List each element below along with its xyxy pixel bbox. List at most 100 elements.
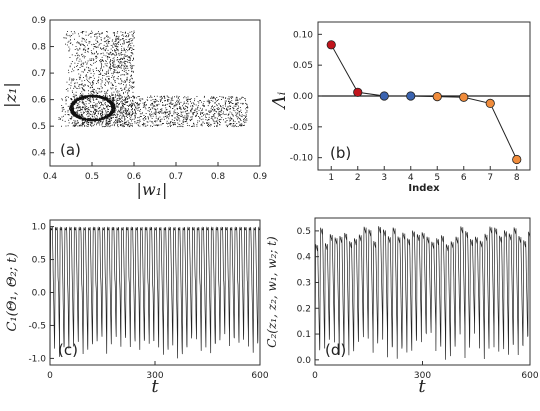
scatter-point [177, 126, 179, 128]
scatter-point [147, 121, 149, 123]
scatter-point [98, 110, 100, 112]
scatter-point [92, 91, 93, 92]
scatter-point [97, 93, 98, 95]
scatter-point [96, 36, 98, 38]
scatter-point [128, 82, 130, 83]
scatter-point [118, 64, 120, 66]
scatter-point [79, 98, 81, 100]
scatter-point [125, 116, 127, 117]
scatter-point [194, 98, 196, 100]
scatter-point [77, 114, 79, 116]
scatter-point [221, 96, 223, 98]
scatter-point [103, 95, 105, 96]
scatter-point [200, 124, 202, 125]
scatter-point [186, 99, 187, 101]
scatter-point [216, 122, 218, 123]
scatter-point [94, 95, 96, 97]
scatter-point [131, 31, 133, 33]
scatter-point [127, 98, 129, 100]
scatter-point [188, 98, 190, 100]
scatter-point [200, 119, 202, 121]
scatter-point [106, 105, 108, 107]
scatter-point [145, 116, 146, 118]
scatter-point [79, 124, 80, 126]
scatter-point [117, 76, 119, 77]
scatter-point [168, 97, 170, 98]
scatter-point [81, 53, 83, 55]
scatter-point [145, 105, 147, 106]
scatter-point [96, 110, 98, 112]
scatter-point [131, 120, 132, 122]
scatter-point [100, 120, 102, 122]
scatter-point [112, 53, 114, 55]
scatter-point [72, 113, 74, 115]
scatter-point [82, 88, 84, 90]
scatter-point [91, 32, 93, 34]
scatter-point [141, 124, 143, 125]
scatter-point [117, 46, 119, 48]
scatter-point [130, 119, 132, 120]
scatter-point [127, 96, 129, 98]
scatter-point [165, 112, 167, 113]
scatter-point [87, 109, 89, 111]
scatter-point [93, 125, 95, 127]
scatter-point [127, 108, 129, 110]
scatter-point [124, 60, 126, 62]
scatter-point [161, 98, 163, 99]
scatter-point [111, 102, 112, 104]
scatter-point [95, 119, 97, 121]
scatter-point [84, 117, 85, 119]
scatter-point [121, 117, 123, 119]
scatter-point [185, 97, 187, 99]
scatter-point [72, 101, 73, 103]
scatter-point [110, 59, 111, 61]
scatter-point [227, 105, 229, 107]
scatter-point [129, 126, 131, 128]
scatter-point [98, 119, 100, 121]
scatter-point [115, 122, 117, 124]
scatter-point [83, 119, 84, 121]
scatter-point [71, 78, 73, 80]
scatter-point [116, 106, 118, 107]
scatter-point [116, 77, 118, 79]
scatter-point [235, 99, 237, 101]
scatter-point [61, 105, 63, 106]
scatter-point [247, 107, 249, 109]
scatter-point [104, 117, 105, 119]
scatter-point [247, 105, 248, 107]
scatter-point [118, 61, 120, 63]
scatter-point [182, 126, 184, 128]
scatter-point [92, 82, 93, 84]
scatter-point [100, 101, 101, 103]
scatter-point [145, 113, 147, 114]
spectrum-point [379, 91, 389, 101]
x-tick-label: 0.6 [127, 172, 142, 182]
scatter-point [107, 99, 108, 101]
scatter-point [136, 97, 138, 99]
scatter-point [243, 122, 245, 124]
scatter-point [112, 83, 113, 85]
scatter-point [168, 122, 170, 124]
scatter-point [67, 31, 68, 32]
scatter-point [87, 96, 89, 98]
scatter-point [98, 44, 100, 46]
scatter-point [94, 120, 95, 122]
scatter-point [91, 64, 93, 66]
scatter-point [126, 121, 127, 123]
scatter-point [129, 115, 130, 117]
panel-d-x-ticks: 0 300 600 [312, 361, 539, 381]
scatter-point [103, 126, 105, 127]
scatter-point [101, 90, 103, 92]
scatter-point [109, 61, 111, 63]
scatter-point [145, 101, 146, 103]
scatter-point [122, 123, 124, 125]
scatter-point [131, 105, 133, 106]
scatter-point [125, 31, 126, 33]
scatter-point [232, 120, 234, 122]
scatter-point [125, 123, 127, 125]
scatter-point [139, 125, 141, 127]
scatter-point [110, 64, 112, 66]
scatter-point [130, 52, 132, 53]
scatter-point [184, 103, 186, 104]
scatter-point [121, 81, 123, 83]
